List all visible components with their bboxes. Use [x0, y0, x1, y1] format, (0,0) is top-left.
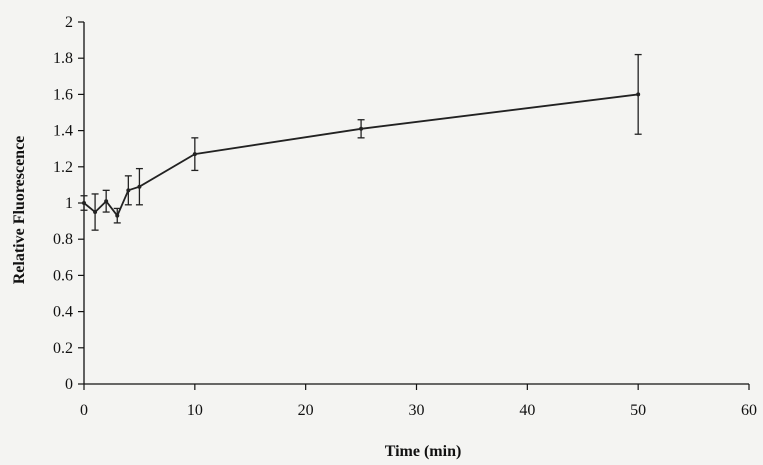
y-tick-label: 1.8	[53, 50, 73, 67]
x-tick-label: 40	[519, 402, 535, 419]
data-point	[93, 210, 98, 215]
data-point	[104, 199, 109, 204]
x-tick-label: 50	[630, 402, 646, 419]
data-point	[636, 92, 641, 97]
x-tick-label: 60	[741, 402, 757, 419]
x-tick-label: 0	[80, 402, 88, 419]
data-point	[126, 188, 131, 193]
data-point	[359, 126, 364, 131]
x-tick-label: 20	[298, 402, 314, 419]
x-axis-title: Time (min)	[385, 443, 462, 460]
y-ticks: 0 0.2 0.4 0.6 0.8 1 1.2 1.4 1.6 1.8 2	[53, 14, 84, 393]
data-point	[137, 184, 142, 189]
series-line	[83, 93, 639, 218]
series-layer	[80, 53, 642, 231]
y-tick-label: 2	[65, 14, 73, 31]
y-axis-title: Relative Fluorescence	[11, 136, 28, 285]
axes: 0 0.2 0.4 0.6 0.8 1 1.2 1.4 1.6 1.8 2 0 10 20 30 40 50 6…	[53, 14, 757, 419]
y-tick-label: 0.4	[53, 304, 73, 321]
x-tick-label: 10	[187, 402, 203, 419]
x-ticks: 0 10 20 30 40 50 60	[80, 384, 757, 419]
x-tick-label: 30	[409, 402, 425, 419]
y-tick-label: 1	[65, 195, 73, 212]
y-tick-label: 1.6	[53, 86, 73, 103]
y-tick-label: 0.6	[53, 267, 73, 284]
data-point	[192, 152, 197, 157]
y-tick-label: 1.2	[53, 159, 73, 176]
y-tick-label: 0	[65, 376, 73, 393]
data-point	[82, 201, 86, 205]
y-tick-label: 0.8	[53, 231, 73, 248]
data-point	[115, 213, 120, 218]
y-tick-label: 0.2	[53, 340, 73, 357]
y-tick-label: 1.4	[53, 123, 73, 140]
